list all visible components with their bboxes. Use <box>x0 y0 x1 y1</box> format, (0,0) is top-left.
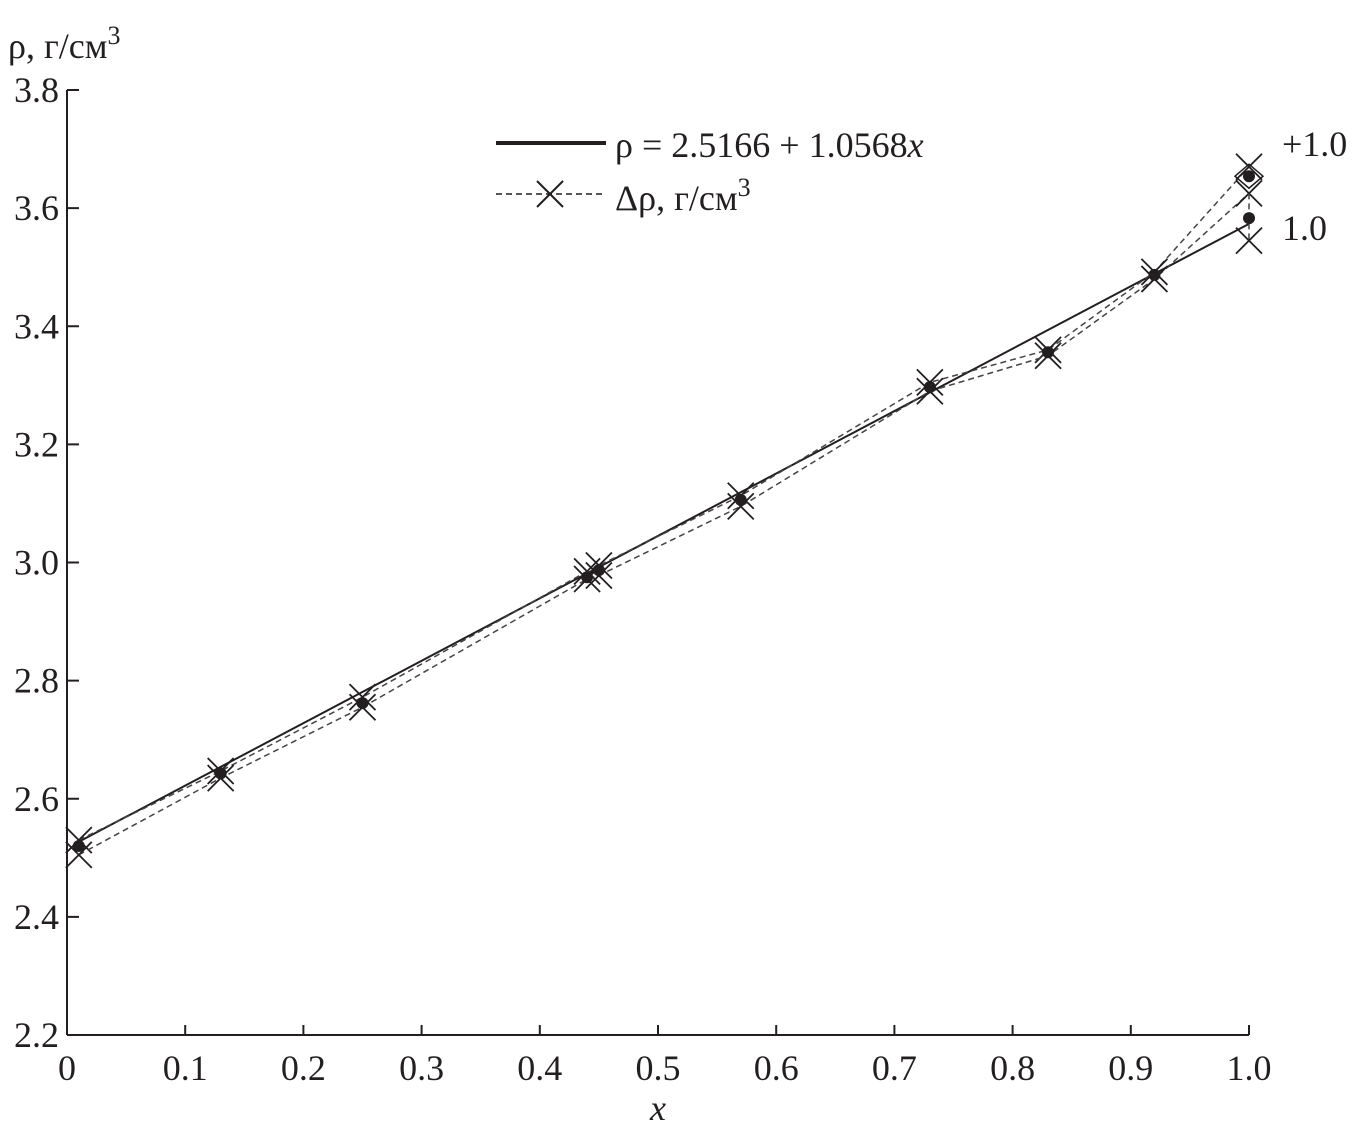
data-point <box>214 767 227 780</box>
data-point <box>1148 268 1161 281</box>
x-tick-label: 0.6 <box>754 1048 799 1088</box>
y-tick-label: 3.2 <box>14 424 59 464</box>
delta-series-line-2 <box>78 192 1250 856</box>
data-point <box>1042 346 1055 359</box>
y-tick-label: 2.8 <box>14 661 59 701</box>
axes: 0 0.1 0.2 0.3 0.4 0.5 0.6 0.7 0.8 0.9 1.0 2.2 2.4 2.6… <box>14 70 1272 1088</box>
x-tick-label: 0.7 <box>872 1048 917 1088</box>
delta-series-line-1 <box>78 166 1250 841</box>
x-tick-label: 0.2 <box>281 1048 326 1088</box>
data-point <box>356 697 369 710</box>
legend-delta-label: Δρ, г/см3 <box>615 173 751 218</box>
data-point <box>1243 170 1255 183</box>
x-tick-label: 0.5 <box>636 1048 681 1088</box>
legend-cross-icon <box>536 180 564 208</box>
data-point <box>592 564 605 577</box>
cross-marker <box>727 492 755 521</box>
data-point <box>734 493 747 506</box>
cross-marker <box>1235 153 1263 181</box>
y-tick-label: 2.2 <box>14 1015 59 1055</box>
x-tick-label: 0.8 <box>990 1048 1035 1088</box>
x-tick-label: 0 <box>58 1048 76 1088</box>
y-axis-label: ρ, г/см3 <box>8 21 121 66</box>
legend-fit-label: ρ = 2.5166 + 1.0568x <box>615 125 924 165</box>
x-tick-label: 0.1 <box>163 1048 208 1088</box>
x-axis-label: x <box>649 1088 666 1128</box>
annotation-plus-1: +1.0 <box>1282 124 1347 164</box>
diamond-marker <box>1233 163 1265 190</box>
y-tick-label: 2.6 <box>14 779 59 819</box>
cross-marker <box>65 841 93 869</box>
y-tick-label: 3.4 <box>14 306 59 346</box>
cross-marker <box>1235 226 1263 255</box>
annotation-1: 1.0 <box>1282 208 1327 248</box>
cross-marker <box>1235 179 1263 207</box>
x-tick-label: 1.0 <box>1227 1048 1272 1088</box>
y-tick-label: 2.4 <box>14 897 59 937</box>
data-point <box>923 381 936 394</box>
y-tick-label: 3.6 <box>14 188 59 228</box>
x-tick-label: 0.4 <box>517 1048 562 1088</box>
data-point <box>581 571 594 584</box>
legend: ρ = 2.5166 + 1.0568x Δρ, г/см3 <box>496 125 924 218</box>
y-tick-label: 3.8 <box>14 70 59 110</box>
x-tick-label: 0.9 <box>1108 1048 1153 1088</box>
data-point <box>72 840 85 852</box>
data-point <box>1243 212 1255 225</box>
y-tick-label: 3.0 <box>14 543 59 583</box>
marks <box>65 153 1265 869</box>
x-tick-label: 0.3 <box>399 1048 444 1088</box>
